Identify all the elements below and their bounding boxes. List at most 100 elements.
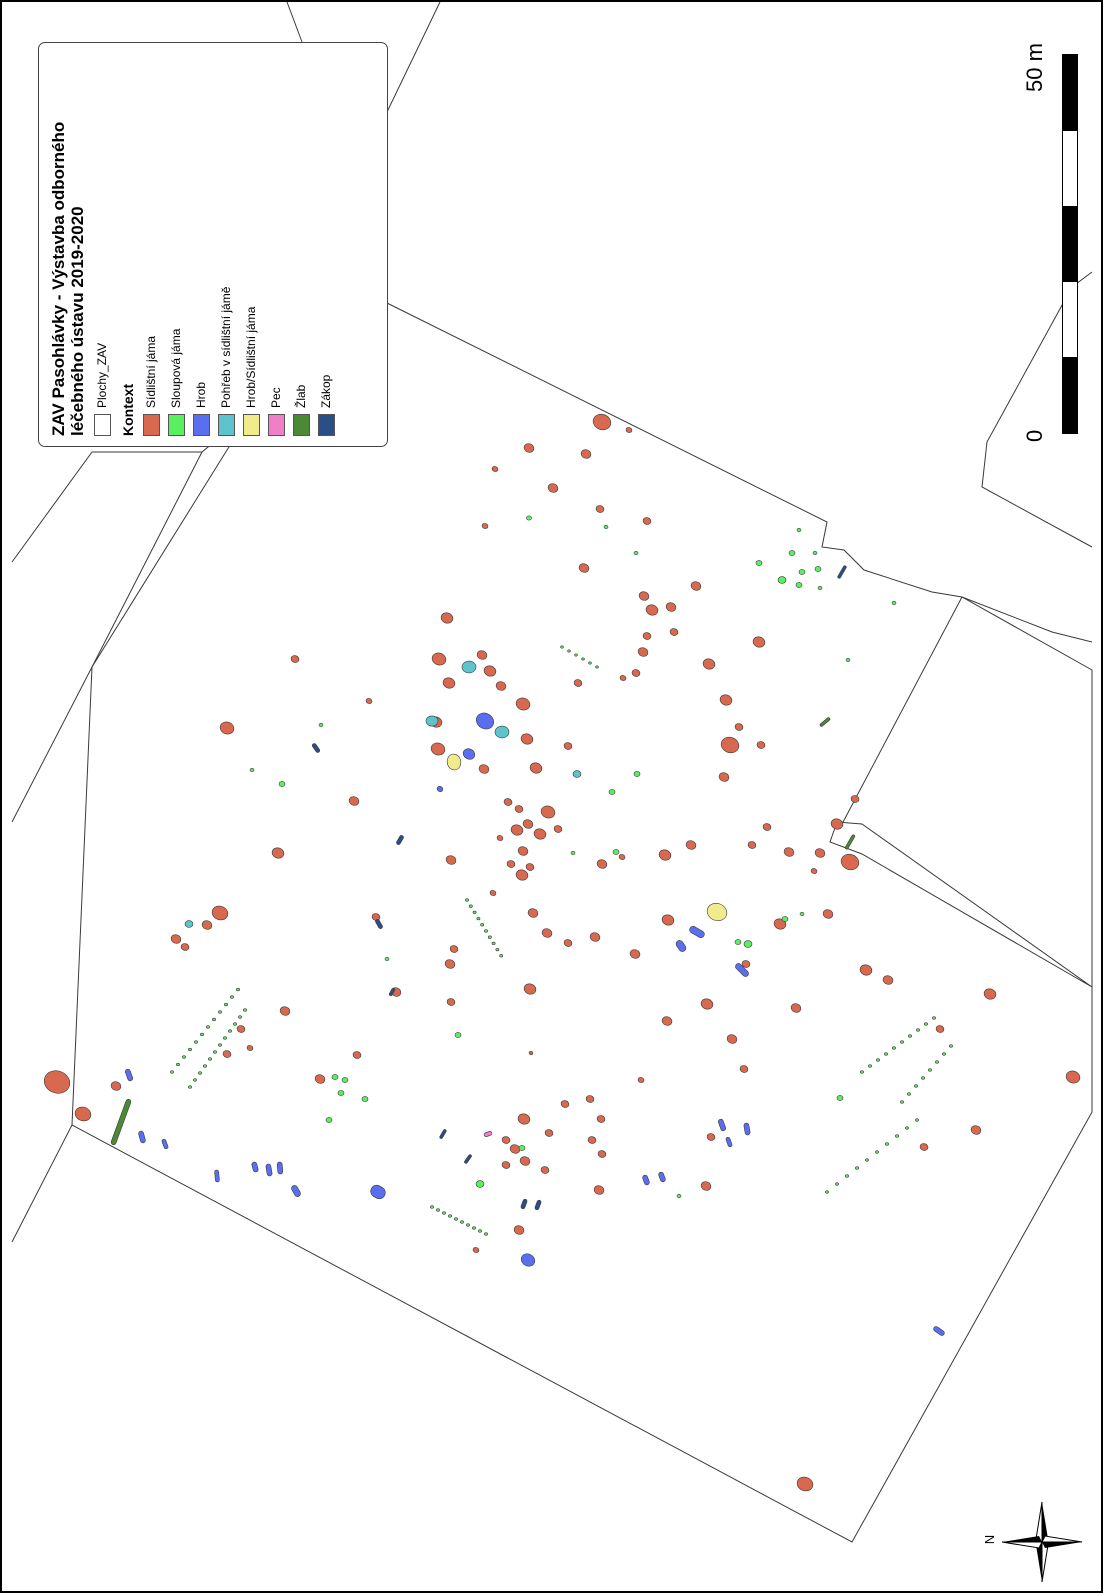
- feature-post-hole: [855, 1166, 859, 1170]
- feature-pit: [489, 890, 497, 896]
- feature-post-hole: [472, 1226, 476, 1230]
- feature-trench: [464, 1154, 472, 1164]
- feature-grave: [138, 1130, 146, 1144]
- legend-row-category: Hrob: [191, 55, 211, 436]
- scale-start-label: 0: [1022, 429, 1047, 442]
- feature-post-hole: [734, 939, 742, 945]
- feature-pit: [796, 1476, 814, 1492]
- feature-trench: [837, 565, 847, 579]
- feature-post-hole: [468, 904, 473, 908]
- feature-pit: [783, 847, 795, 857]
- feature-post-hole: [560, 645, 564, 649]
- feature-pit: [483, 665, 497, 677]
- feature-pit: [685, 840, 697, 850]
- feature-grave: [214, 1169, 220, 1183]
- feature-pit: [501, 1161, 511, 1169]
- parcel-line: [286, 2, 303, 43]
- feature-post-hole: [796, 527, 802, 532]
- feature-post-hole: [198, 1071, 202, 1075]
- feature-post-hole: [454, 1217, 458, 1221]
- feature-post-hole: [603, 524, 609, 529]
- parcel-line: [981, 271, 1093, 548]
- feature-pit: [520, 733, 534, 745]
- feature-post-hole: [875, 1150, 879, 1154]
- feature-pit: [170, 934, 182, 944]
- feature-pit: [528, 1050, 534, 1056]
- feature-grave: [251, 1161, 259, 1173]
- feature-pit: [741, 960, 751, 968]
- feature-pit: [515, 869, 529, 881]
- feature-pit-burial: [494, 725, 510, 739]
- feature-post-hole: [361, 1096, 369, 1102]
- feature-pit: [513, 1225, 525, 1235]
- legend-swatch: [292, 414, 310, 436]
- feature-post-hole: [206, 1025, 210, 1029]
- feature-post-hole: [916, 1028, 920, 1032]
- feature-post-hole: [208, 1057, 212, 1061]
- feature-post-hole: [278, 781, 286, 787]
- feature-pit: [314, 1074, 326, 1084]
- legend-row-plochy: Plochy_ZAV: [92, 55, 112, 436]
- feature-grave: [689, 925, 705, 939]
- feature-pit: [540, 805, 556, 819]
- legend-label: Zákop: [319, 374, 333, 408]
- feature-post-hole: [318, 722, 324, 727]
- feature-grave: [735, 963, 749, 977]
- feature-post-hole: [495, 947, 500, 952]
- feature-post-hole: [865, 1158, 869, 1162]
- legend-row-category: Sloupová jáma: [166, 55, 186, 436]
- legend-row-category: Žlab: [291, 55, 311, 436]
- feature-post-hole: [472, 910, 477, 915]
- legend-swatch: [167, 414, 185, 436]
- feature-pit: [719, 694, 733, 706]
- feature-post-hole: [188, 1085, 192, 1089]
- legend-row-category: Pohřeb v sídlištní jámě: [216, 55, 236, 436]
- legend-row-category: Hrob/Sídlištní jáma: [241, 55, 261, 436]
- feature-pit: [201, 920, 213, 930]
- feature-trench: [520, 1198, 528, 1210]
- feature-grave-pit: [446, 753, 462, 771]
- feature-pit: [446, 998, 456, 1006]
- feature-pit: [720, 736, 740, 754]
- feature-grave: [265, 1163, 273, 1177]
- feature-post-hole: [608, 789, 616, 795]
- feature-trench: [375, 919, 383, 929]
- scale-segment: [1063, 206, 1077, 282]
- feature-post-hole: [612, 849, 620, 855]
- feature-pit: [476, 650, 488, 660]
- feature-pit: [726, 1034, 738, 1044]
- feature-pit: [449, 945, 459, 953]
- feature-post-hole: [891, 600, 897, 605]
- feature-pit: [642, 517, 652, 525]
- feature-post-hole: [942, 1052, 946, 1056]
- legend-label: Žlab: [294, 384, 308, 408]
- feature-pit: [840, 853, 860, 871]
- feature-pit: [514, 805, 524, 813]
- feature-post-hole: [188, 1047, 192, 1052]
- feature-pit: [431, 652, 447, 666]
- feature-post-hole: [442, 1211, 446, 1215]
- feature-post-hole: [491, 941, 496, 946]
- legend-categories: Sídlištní jáma Sloupová jáma Hrob Pohřeb v …: [141, 55, 336, 436]
- feature-pit: [348, 796, 360, 806]
- feature-post-hole: [633, 550, 639, 555]
- feature-grave: [161, 1138, 169, 1150]
- feature-pit: [830, 818, 844, 830]
- feature-post-hole: [230, 995, 234, 999]
- feature-pit: [661, 1016, 673, 1026]
- parcel-line: [11, 451, 202, 563]
- feature-pit: [290, 655, 300, 663]
- feature-post-hole: [233, 1022, 237, 1026]
- feature-post-hole: [203, 1064, 207, 1068]
- scale-segment: [1063, 130, 1077, 207]
- feature-pit: [279, 1006, 291, 1016]
- feature-post-hole: [581, 657, 585, 661]
- legend-swatch-plochy: [93, 414, 111, 436]
- feature-pit: [540, 1166, 550, 1174]
- legend-heading-kontext: Kontext: [120, 383, 136, 436]
- feature-post-hole: [676, 1194, 682, 1199]
- feature-post-hole: [907, 1092, 911, 1096]
- feature-post-hole: [475, 1180, 485, 1188]
- feature-grave: [462, 748, 476, 760]
- feature-post-hole: [921, 1076, 925, 1080]
